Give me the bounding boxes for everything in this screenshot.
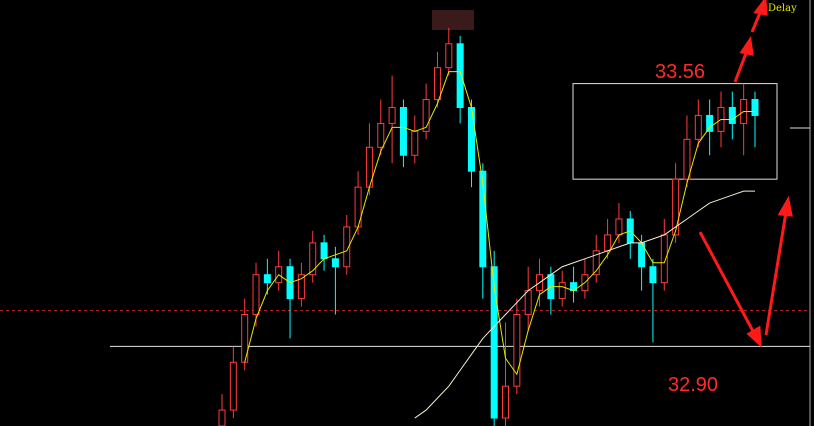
range-box — [572, 83, 778, 180]
arrow — [764, 211, 788, 336]
candle-body — [683, 138, 691, 180]
candle-body — [558, 282, 566, 300]
candle-body — [331, 258, 339, 268]
candle-body — [399, 106, 407, 156]
candle-body — [524, 290, 532, 316]
candle-body — [694, 114, 702, 140]
arrow-head — [777, 195, 793, 217]
blurred-label — [432, 10, 474, 30]
candle-body — [490, 266, 498, 419]
arrow-head — [753, 0, 768, 16]
moving-average-line — [244, 71, 755, 376]
candle-body — [672, 178, 680, 236]
candle-body — [751, 99, 759, 116]
candle-body — [649, 266, 657, 284]
candle-body — [343, 226, 351, 268]
arrow-head — [739, 35, 754, 56]
candle-body — [456, 43, 464, 108]
candle-body — [320, 242, 328, 260]
candle-body — [377, 122, 385, 148]
candle-body — [309, 242, 317, 276]
candle-body — [615, 218, 623, 236]
candle-body — [229, 361, 237, 411]
annotation: 33.56 — [655, 61, 705, 83]
candle-body — [604, 234, 612, 252]
candle-body — [479, 170, 487, 268]
arrows — [698, 0, 793, 348]
arrow-head — [746, 325, 762, 348]
status-label: Delay — [768, 3, 797, 14]
arrow — [698, 231, 757, 336]
candle-body — [513, 314, 521, 387]
candle-body — [592, 250, 600, 276]
candle-body — [422, 99, 430, 132]
candle-body — [502, 385, 510, 419]
candle-body — [252, 274, 260, 316]
candle-body — [388, 106, 396, 124]
candle-body — [467, 106, 475, 172]
annotation: 32.90 — [668, 374, 718, 396]
candle-body — [728, 106, 736, 124]
plot — [0, 27, 810, 426]
candle-body — [411, 130, 419, 156]
candle-body — [218, 409, 226, 426]
moving-average-line — [414, 190, 755, 419]
candle-body — [660, 234, 668, 284]
candle-body — [263, 274, 271, 284]
candle-body — [706, 114, 714, 132]
candle-body — [433, 67, 441, 101]
candle-body — [445, 43, 453, 69]
candle-body — [297, 274, 305, 300]
